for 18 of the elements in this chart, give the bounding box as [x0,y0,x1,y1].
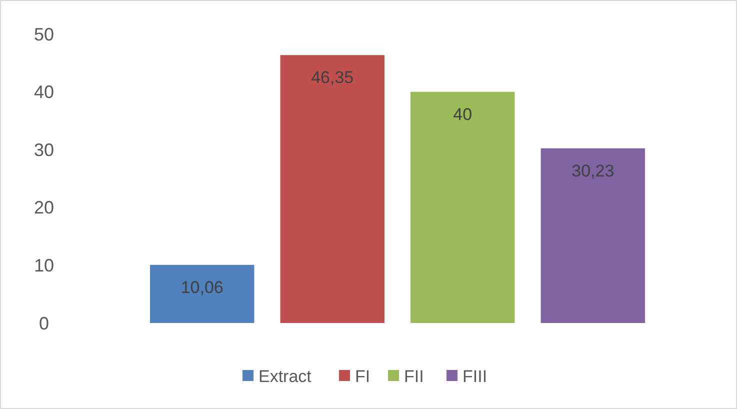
y-tick-label: 0 [38,313,50,334]
bar [540,148,645,323]
y-tick-label: 20 [34,198,54,218]
bar [410,92,515,323]
y-tick-label: 10 [34,256,54,276]
legend-label: FI [355,366,370,386]
bar [150,264,254,323]
y-tick-label: 50 [34,24,54,44]
legend-label: Extract [258,366,312,386]
bar [280,55,384,323]
legend-label: FII [404,366,424,386]
data-label: 46,35 [311,68,354,88]
y-tick-label: 40 [34,82,54,102]
data-label: 10,06 [180,278,224,297]
data-label: 30,23 [572,161,614,180]
y-tick-label: 30 [34,140,54,160]
data-label: 40 [453,104,472,124]
legend-label: FIII [462,366,488,386]
